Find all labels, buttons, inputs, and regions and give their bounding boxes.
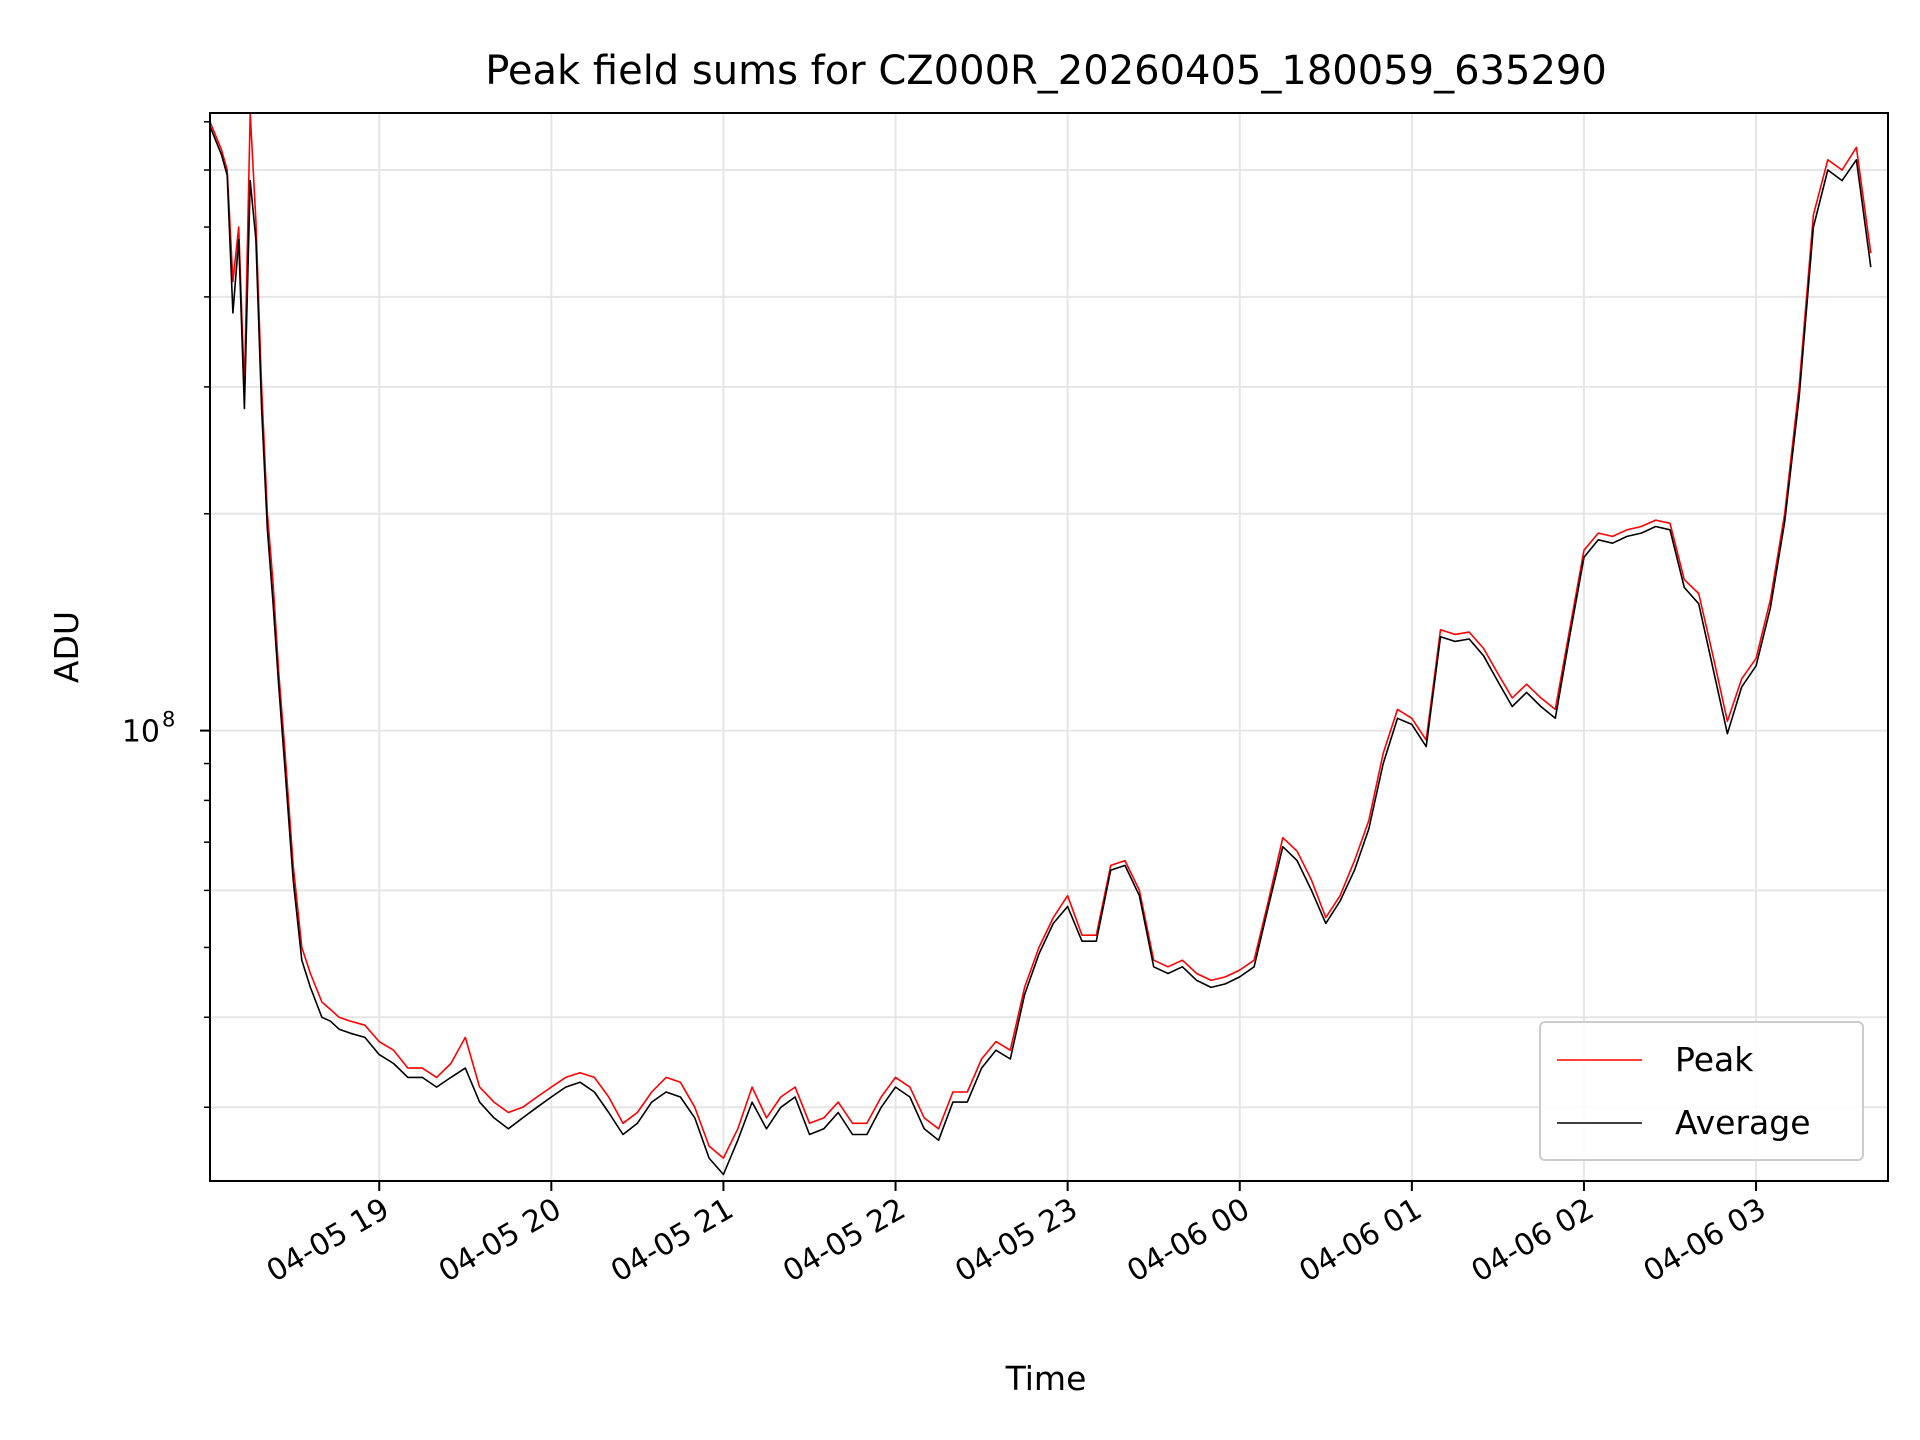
series-line-peak bbox=[209, 112, 1872, 1159]
legend-label-average: Average bbox=[1675, 1103, 1811, 1142]
x-axis-label: Time bbox=[1005, 1359, 1087, 1398]
y-axis: 10 8 bbox=[122, 121, 210, 1109]
legend: Peak Average bbox=[1539, 1021, 1864, 1161]
legend-box bbox=[1539, 1021, 1864, 1161]
y-tick-label-exponent: 8 bbox=[162, 708, 175, 732]
series-line-average bbox=[209, 126, 1872, 1176]
grid-lines bbox=[210, 113, 1888, 1181]
plot-frame bbox=[209, 112, 1889, 1182]
y-tick-label: 10 bbox=[122, 715, 160, 750]
y-axis-label: ADU bbox=[47, 611, 86, 683]
series-layer bbox=[209, 112, 1872, 1176]
chart-title: Peak field sums for CZ000R_20260405_1800… bbox=[485, 48, 1607, 94]
legend-label-peak: Peak bbox=[1675, 1040, 1754, 1079]
